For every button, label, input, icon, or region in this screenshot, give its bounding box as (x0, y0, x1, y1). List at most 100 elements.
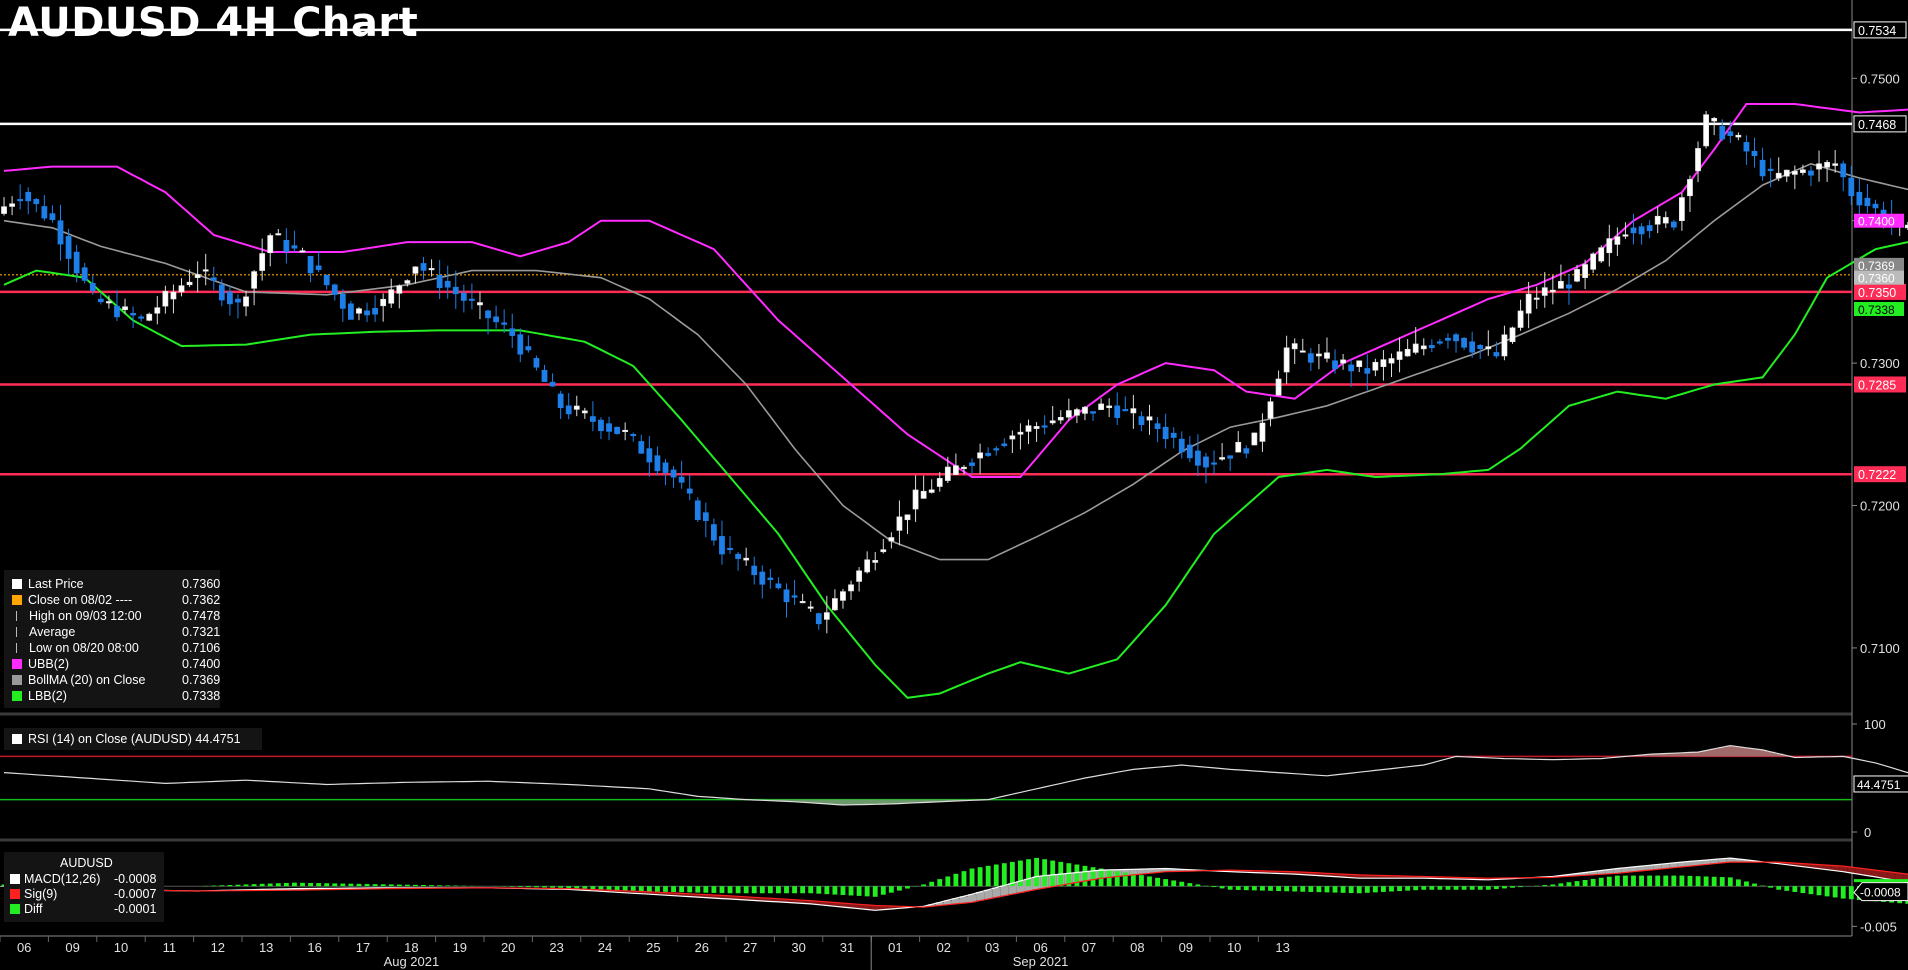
candle-up (1517, 310, 1524, 328)
macd-diff-bar (1300, 886, 1306, 892)
candle-down (630, 434, 637, 437)
macd-diff-bar (1784, 886, 1790, 891)
macd-diff-bar (1171, 880, 1177, 887)
macd-diff-bar (1550, 884, 1556, 887)
rsi-oversold-fill (822, 799, 832, 804)
candle-down (469, 298, 475, 301)
candle-up (1340, 359, 1346, 364)
macd-diff-bar (219, 885, 225, 887)
macd-diff-bar (1389, 886, 1394, 892)
macd-diff-bar (1735, 879, 1741, 887)
legend-swatch (12, 595, 22, 605)
candle-down (1453, 334, 1459, 342)
candle-down (339, 293, 346, 309)
candle-down (775, 583, 782, 589)
x-tick-label: 31 (840, 940, 854, 955)
macd-diff-bar (1106, 869, 1112, 887)
macd-diff-bar (840, 886, 846, 896)
macd-diff-bar (985, 865, 991, 887)
x-tick-label: 12 (211, 940, 225, 955)
candle-up (1695, 148, 1701, 172)
rsi-overbought-fill (1742, 747, 1751, 757)
candle-down (549, 381, 556, 387)
legend-value: 0.7106 (182, 641, 221, 655)
candle-up (412, 266, 419, 274)
resistance-tag-label: 0.7534 (1858, 24, 1896, 38)
macd-diff-bar (1026, 859, 1031, 887)
macd-diff-bar (1130, 873, 1136, 887)
candle-down (646, 448, 653, 463)
x-tick-label: 25 (646, 940, 660, 955)
candle-down (235, 298, 241, 303)
candle-down (57, 220, 64, 245)
macd-diff-bar (832, 886, 838, 895)
macd-diff-bar (1663, 875, 1669, 887)
resistance-tag (1853, 115, 1907, 133)
x-tick-label: 19 (453, 940, 467, 955)
rsi-overbought-fill (1653, 753, 1663, 757)
macd-diff-bar (1574, 881, 1580, 887)
candle-down (525, 346, 532, 351)
macd-diff-bar (1485, 886, 1491, 890)
macd-diff-bar (1139, 875, 1144, 887)
candle-down (493, 316, 499, 323)
macd-diff-bar (324, 883, 330, 887)
macd-legend-swatch (10, 874, 20, 884)
macd-diff-bar (1009, 861, 1015, 887)
candle-down (614, 426, 620, 434)
candle-down (65, 236, 72, 259)
candle-up (1735, 134, 1742, 138)
macd-diff-bar (1776, 886, 1782, 890)
candle-up (1501, 334, 1508, 357)
candle-up (251, 271, 257, 289)
candle-up (1533, 297, 1540, 300)
rsi-overbought-fill (1734, 746, 1743, 757)
rsi-legend: RSI (14) on Close (AUDUSD) 44.4751 (4, 728, 262, 750)
candle-up (1, 206, 7, 214)
candle-up (1525, 293, 1532, 314)
rsi-oversold-fill (838, 799, 848, 805)
macd-diff-bar (1316, 886, 1322, 893)
rsi-overbought-fill (1694, 752, 1703, 757)
candle-down (283, 240, 290, 252)
candle-up (1420, 345, 1427, 350)
macd-diff-bar (1453, 886, 1459, 890)
macd-diff-bar (671, 886, 676, 893)
candle-up (1082, 406, 1088, 414)
candle-up (1606, 238, 1613, 254)
macd-legend-row: MACD(12,26) -0.0008 (10, 872, 156, 887)
rsi-value-tag-label: 44.4751 (1857, 778, 1901, 792)
macd-diff-bar (1098, 868, 1104, 887)
rsi-oversold-fill (830, 799, 840, 805)
candle-up (1065, 410, 1072, 418)
candle-up (904, 514, 911, 521)
candle-down (654, 455, 661, 472)
candle-down (735, 553, 741, 559)
candle-up (1558, 280, 1564, 289)
macd-diff-bar (1647, 875, 1653, 887)
x-tick-label: 16 (307, 940, 321, 955)
candle-down (1162, 426, 1169, 440)
macd-legend-value: -0.0007 (114, 887, 157, 901)
macd-diff-bar (1042, 859, 1048, 887)
candle-down (1630, 227, 1637, 234)
macd-diff-bar (372, 884, 378, 887)
rsi-oversold-fill (919, 799, 929, 803)
macd-legend: AUDUSD MACD(12,26) -0.0008 Sig(9) -0.0007 Dif… (4, 852, 164, 922)
macd-value-tag-label: -0.0008 (1860, 886, 1901, 900)
x-tick-label: 26 (695, 940, 709, 955)
macd-diff-bar (1695, 876, 1701, 887)
last-axis-tag-label: 0.7360 (1858, 272, 1895, 286)
legend-row: Close on 08/02 ---- 0.7362 (12, 592, 220, 608)
candle-down (1719, 126, 1726, 140)
macd-signal-line (3, 861, 1908, 908)
macd-diff-bar (1848, 886, 1854, 900)
candle-down (541, 369, 548, 382)
candle-up (146, 313, 153, 321)
macd-diff-bar (1768, 886, 1774, 888)
candle-down (509, 328, 516, 336)
rsi-legend-text: RSI (14) on Close (AUDUSD) 44.4751 (28, 732, 241, 746)
mid-axis-tag-label: 0.7369 (1858, 259, 1895, 273)
macd-diff-bar (1292, 886, 1298, 892)
